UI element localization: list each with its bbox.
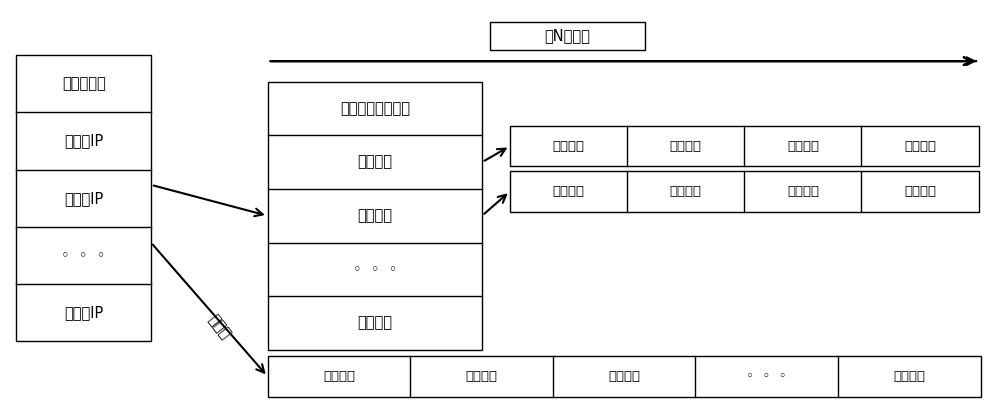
Text: 数据节点: 数据节点 [466, 370, 498, 383]
Text: ◦  ◦  ◦: ◦ ◦ ◦ [61, 248, 106, 263]
Text: 超时次数: 超时次数 [670, 139, 702, 153]
Text: 超时次数: 超时次数 [553, 139, 585, 153]
Text: 超时次数: 超时次数 [787, 139, 819, 153]
Text: 超时次数: 超时次数 [787, 185, 819, 198]
Text: 客户端IP: 客户端IP [64, 134, 103, 149]
Text: 数据节点: 数据节点 [608, 370, 640, 383]
Text: 超时次数: 超时次数 [553, 185, 585, 198]
Bar [268, 82, 482, 350]
Text: 隔离池: 隔离池 [205, 312, 233, 342]
Bar [268, 356, 981, 397]
Text: ◦  ◦  ◦: ◦ ◦ ◦ [746, 370, 787, 383]
Text: 超时次数: 超时次数 [904, 185, 936, 198]
Text: 共N个窗格: 共N个窗格 [544, 28, 590, 43]
Text: ◦  ◦  ◦: ◦ ◦ ◦ [353, 262, 397, 277]
Text: 超时次数: 超时次数 [904, 139, 936, 153]
Text: 超时次数: 超时次数 [670, 185, 702, 198]
Text: 接入客户端: 接入客户端 [62, 76, 106, 91]
Text: 数据节点: 数据节点 [357, 155, 392, 170]
Text: 数据节点: 数据节点 [357, 208, 392, 223]
Text: 数据节点: 数据节点 [323, 370, 355, 383]
Bar [510, 126, 979, 166]
Bar [490, 22, 645, 50]
Bar [510, 171, 979, 212]
Text: 客户端IP: 客户端IP [64, 305, 103, 320]
Text: 数据节点: 数据节点 [893, 370, 925, 383]
Text: 数据节点滑动窗口: 数据节点滑动窗口 [340, 101, 410, 116]
Bar [16, 55, 151, 342]
Text: 数据节点: 数据节点 [357, 315, 392, 330]
Text: 客户端IP: 客户端IP [64, 191, 103, 206]
